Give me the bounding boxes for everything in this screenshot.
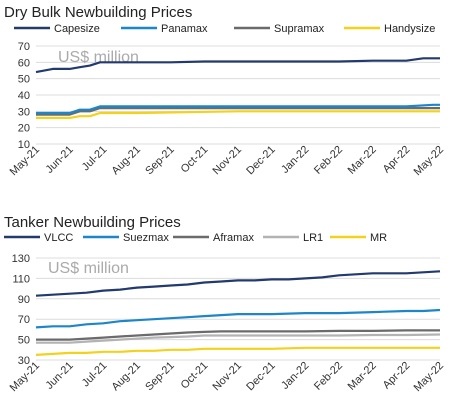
legend-item-suezmax: Suezmax — [83, 232, 169, 244]
legend-label: MR — [370, 232, 387, 244]
chart-title: Dry Bulk Newbuilding Prices — [4, 4, 192, 21]
y-tick-label: 50 — [18, 335, 30, 347]
legend-label: LR1 — [303, 232, 323, 244]
legend: VLCC Suezmax Aframax LR1 MR — [4, 232, 387, 244]
y-tick-label: 10 — [18, 139, 30, 151]
legend-item-vlcc: VLCC — [4, 232, 73, 244]
legend-label: Aframax — [213, 232, 254, 244]
legend-label: VLCC — [44, 232, 73, 244]
legend-label: Supramax — [274, 23, 325, 35]
y-tick-label: 30 — [18, 106, 30, 118]
series-line-aframax — [36, 329, 440, 341]
y-axis: 30 50 70 90 110 130 — [12, 253, 30, 367]
series-line-lr1 — [36, 333, 441, 344]
y-tick-label: 40 — [18, 90, 30, 102]
series-line-vlcc — [35, 270, 441, 297]
y-axis: 10 20 30 40 50 60 70 — [18, 41, 30, 151]
y-tick-label: 60 — [18, 57, 30, 69]
y-tick-label: 30 — [18, 355, 30, 367]
y-tick-label: 110 — [12, 273, 30, 285]
legend-item-mr: MR — [330, 232, 387, 244]
legend-label: Capesize — [54, 23, 100, 35]
y-tick-label: 70 — [18, 314, 30, 326]
legend-label: Panamax — [161, 23, 208, 35]
series-group — [35, 57, 440, 120]
y-tick-label: 70 — [18, 41, 30, 53]
y-tick-label: 90 — [18, 294, 30, 306]
unit-label: US$ million — [48, 260, 129, 277]
series-group — [35, 270, 441, 356]
y-tick-label: 50 — [18, 74, 30, 86]
y-tick-label: 130 — [12, 253, 30, 265]
y-tick-label: 20 — [18, 123, 30, 135]
legend: Capesize Panamax Supramax Handysize — [14, 23, 435, 35]
legend-item-panamax: Panamax — [121, 23, 208, 35]
legend-item-capesize: Capesize — [14, 23, 100, 35]
series-line-supramax — [36, 106, 440, 116]
legend-item-supramax: Supramax — [234, 23, 325, 35]
series-line-handysize — [36, 110, 440, 120]
chart-title: Tanker Newbuilding Prices — [4, 214, 181, 231]
series-line-suezmax — [35, 308, 441, 329]
legend-item-handysize: Handysize — [344, 23, 435, 35]
legend-item-aframax: Aframax — [173, 232, 254, 244]
legend-label: Handysize — [384, 23, 435, 35]
series-line-mr — [35, 346, 440, 356]
legend-item-lr1: LR1 — [263, 232, 323, 244]
series-line-capesize — [35, 57, 440, 74]
series-line-panamax — [36, 103, 440, 115]
legend-label: Suezmax — [123, 232, 169, 244]
